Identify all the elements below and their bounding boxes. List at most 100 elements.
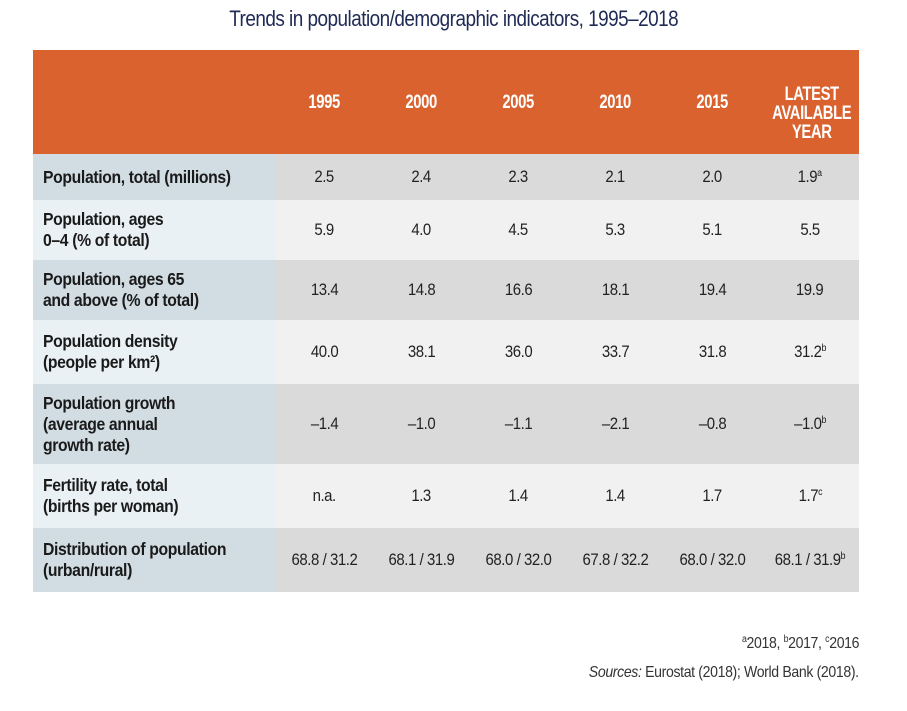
cell-value: 16.6 (504, 280, 533, 299)
cell-value: 68.8 / 31.2 (291, 550, 358, 569)
cell-latest-available-year: 1.7c (761, 464, 859, 528)
cell-1995: n.a. (276, 464, 373, 528)
header-latest-year: LATEST AVAILABLE YEAR (761, 50, 859, 154)
cell-1995: 13.4 (276, 260, 373, 320)
cell-2000: 1.3 (373, 464, 470, 528)
header-row: 1995 2000 2005 2010 2015 LATEST AVAILABL… (33, 50, 859, 154)
cell-value: 5.3 (605, 220, 626, 239)
row-label: Distribution of population (urban/rural) (33, 528, 276, 592)
cell-value: 19.9 (796, 280, 824, 299)
cell-2015: –0.8 (664, 384, 761, 464)
cell-latest-available-year: 31.2b (761, 320, 859, 384)
cell-value: 1.3 (411, 486, 432, 505)
table-row: Distribution of population (urban/rural) 6… (33, 528, 859, 592)
year-footnote: a2018, b2017, c2016 (741, 634, 860, 653)
row-label-line: Fertility rate, total (43, 475, 168, 495)
cell-2005: 4.5 (470, 200, 567, 260)
cell-value: 4.5 (508, 220, 529, 239)
row-label-line: Population, ages 65 (43, 269, 185, 289)
cell-2015: 1.7 (664, 464, 761, 528)
cell-2015: 2.0 (664, 154, 761, 200)
cell-1995: 2.5 (276, 154, 373, 200)
header-2005: 2005 (470, 50, 567, 154)
cell-2010: 5.3 (567, 200, 664, 260)
cell-2000: –1.0 (373, 384, 470, 464)
cell-2010: 33.7 (567, 320, 664, 384)
cell-value: 2.1 (605, 167, 626, 186)
cell-2005: –1.1 (470, 384, 567, 464)
cell-1995: –1.4 (276, 384, 373, 464)
cell-1995: 68.8 / 31.2 (276, 528, 373, 592)
row-label: Population, ages 65 and above (% of total… (33, 260, 276, 320)
cell-2010: 1.4 (567, 464, 664, 528)
footnote-marker: a (817, 168, 823, 179)
cell-value: 33.7 (601, 342, 630, 361)
cell-2005: 68.0 / 32.0 (470, 528, 567, 592)
cell-value: n.a. (312, 486, 337, 505)
cell-value: 2.0 (702, 167, 723, 186)
cell-value: 68.1 / 31.9 (774, 550, 841, 569)
row-label-line: Population density (43, 331, 178, 351)
row-label-line: and above (% of total) (43, 290, 199, 310)
row-label-line: (urban/rural) (43, 560, 132, 580)
header-latest-line: AVAILABLE (772, 103, 852, 124)
row-label-line: Distribution of population (43, 539, 227, 559)
cell-value: –2.1 (601, 414, 630, 433)
cell-2015: 68.0 / 32.0 (664, 528, 761, 592)
cell-2000: 14.8 (373, 260, 470, 320)
cell-value: 38.1 (407, 342, 436, 361)
cell-2000: 38.1 (373, 320, 470, 384)
table-row: Population density (people per km²) 40.0 38… (33, 320, 859, 384)
cell-value: 19.4 (698, 280, 727, 299)
row-label-line: (people per km²) (43, 352, 160, 372)
cell-value: 68.1 / 31.9 (388, 550, 455, 569)
table-row: Population, ages 0–4 (% of total) 5.9 4.0 4.… (33, 200, 859, 260)
sources-note: Sources: Eurostat (2018); World Bank (20… (589, 664, 859, 681)
table-row: Population growth (average annual growth r… (33, 384, 859, 464)
cell-2000: 4.0 (373, 200, 470, 260)
cell-2005: 16.6 (470, 260, 567, 320)
cell-latest-available-year: 19.9 (761, 260, 859, 320)
cell-value: 13.4 (310, 280, 339, 299)
cell-value: –1.4 (310, 414, 339, 433)
cell-value: 36.0 (504, 342, 533, 361)
demographic-indicators-table: 1995 2000 2005 2010 2015 LATEST AVAILABL… (33, 50, 859, 592)
row-label-line: 0–4 (% of total) (43, 230, 150, 250)
row-label: Population growth (average annual growth r… (33, 384, 276, 464)
cell-value: –1.0 (407, 414, 436, 433)
row-label: Population density (people per km²) (33, 320, 276, 384)
cell-value: –1.0 (794, 414, 822, 433)
cell-value: 2.3 (508, 167, 529, 186)
table-title: Trends in population/demographic indicat… (229, 6, 679, 31)
cell-2000: 68.1 / 31.9 (373, 528, 470, 592)
cell-value: 1.9 (798, 167, 818, 186)
cell-2005: 36.0 (470, 320, 567, 384)
cell-1995: 40.0 (276, 320, 373, 384)
cell-value: –1.1 (504, 414, 533, 433)
cell-value: 40.0 (310, 342, 339, 361)
row-label: Population, total (millions) (33, 154, 276, 200)
cell-value: 2.5 (314, 167, 335, 186)
row-label-line: (births per woman) (43, 496, 179, 516)
cell-value: 5.1 (702, 220, 723, 239)
header-2010: 2010 (567, 50, 664, 154)
row-label: Fertility rate, total (births per woman) (33, 464, 276, 528)
cell-2015: 19.4 (664, 260, 761, 320)
row-label-line: (average annual (43, 413, 158, 434)
cell-value: 67.8 / 32.2 (582, 550, 649, 569)
cell-value: 68.0 / 32.0 (485, 550, 552, 569)
cell-value: 18.1 (601, 280, 630, 299)
cell-value: 31.2 (794, 342, 822, 361)
cell-value: 5.5 (800, 220, 820, 239)
footnote-marker: c (817, 487, 822, 498)
header-1995: 1995 (276, 50, 373, 154)
cell-2010: 18.1 (567, 260, 664, 320)
cell-2010: 67.8 / 32.2 (567, 528, 664, 592)
footnote-marker: b (840, 551, 846, 562)
table-row: Population, total (millions) 2.5 2.4 2.3 2.1… (33, 154, 859, 200)
row-label-line: growth rate) (43, 434, 130, 455)
header-2000: 2000 (373, 50, 470, 154)
table-row: Population, ages 65 and above (% of total… (33, 260, 859, 320)
cell-value: 1.4 (605, 486, 626, 505)
footnote-marker: b (821, 415, 826, 426)
